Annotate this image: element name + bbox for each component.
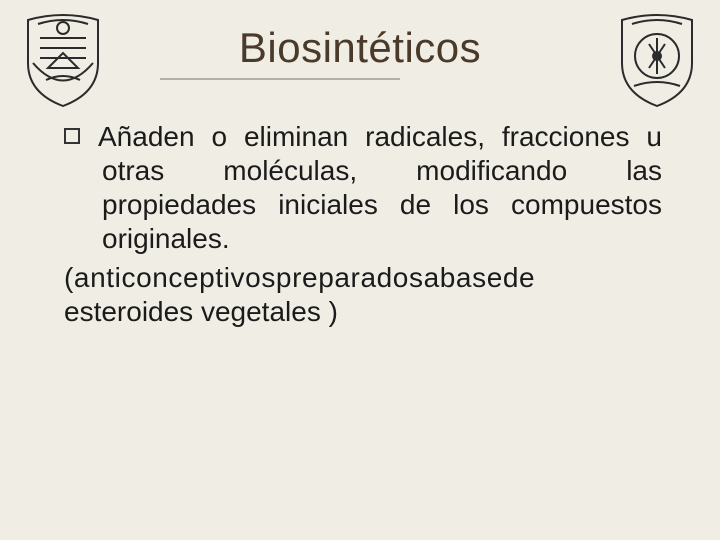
paren-line-1: (anticonceptivospreparadosabasede	[64, 261, 662, 295]
title-underline	[160, 78, 400, 80]
paren-line-2: esteroides vegetales )	[64, 295, 662, 329]
body-text: Añaden o eliminan radicales, fracciones …	[64, 120, 662, 329]
bullet-paragraph: Añaden o eliminan radicales, fracciones …	[64, 120, 662, 257]
slide: Biosintéticos Añaden o eliminan radicale…	[0, 0, 720, 540]
slide-title: Biosintéticos	[0, 24, 720, 72]
bullet-marker-icon	[64, 128, 80, 144]
bullet-text: Añaden o eliminan radicales, fracciones …	[98, 121, 662, 254]
